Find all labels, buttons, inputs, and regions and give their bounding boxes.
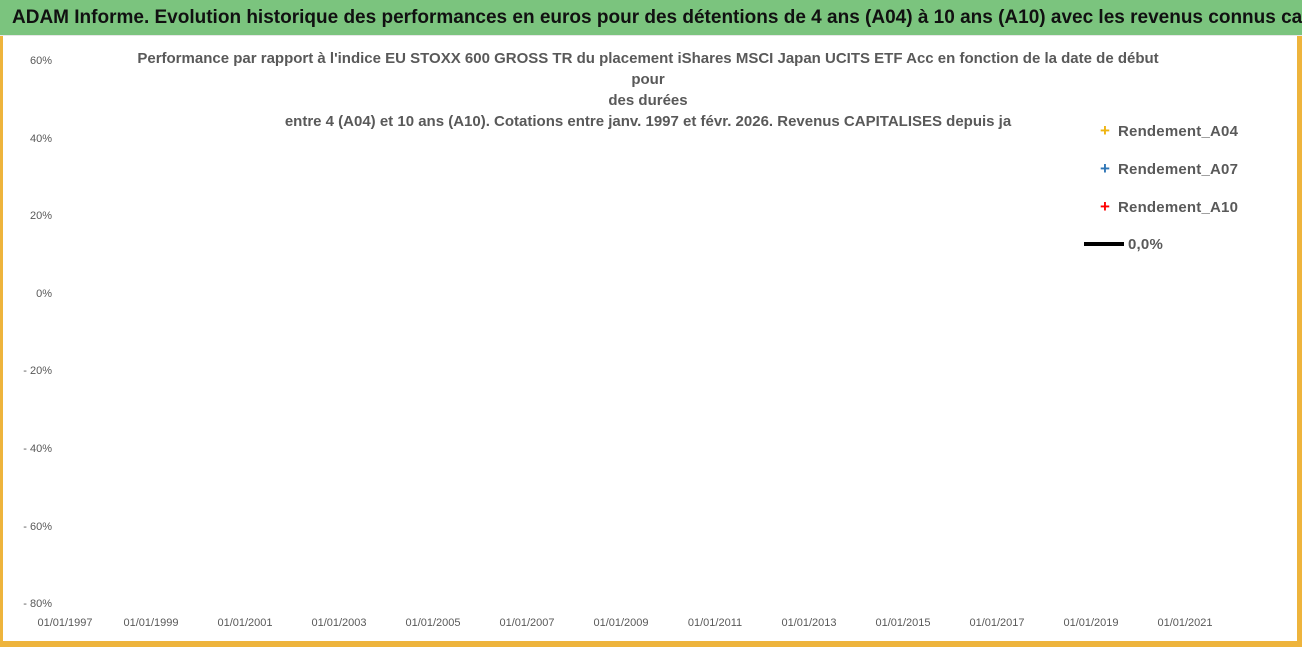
x-tick-label: 01/01/2009 [593, 617, 649, 629]
y-tick-label: 20% [29, 210, 52, 223]
legend-label: 0,0% [1128, 235, 1163, 253]
x-tick-label: 01/01/2011 [687, 617, 743, 629]
legend-item-rendement-a07[interactable]: + Rendement_A07 [1092, 156, 1239, 182]
x-tick-label: 01/01/2013 [781, 617, 837, 629]
y-tick-label: 60% [29, 55, 52, 67]
plus-marker-icon: + [1100, 159, 1110, 178]
chart-title: Performance par rapport à l'indice EU ST… [131, 48, 1165, 132]
legend-label: Rendement_A10 [1118, 198, 1239, 216]
y-tick-label: - 20% [23, 365, 52, 378]
chart-title-line3: entre 4 (A04) et 10 ans (A10). Cotations… [284, 113, 1012, 130]
chart-frame [0, 35, 1302, 647]
legend-item-0-0-[interactable]: 0,0% [1084, 231, 1163, 257]
plus-marker-icon: + [1100, 197, 1110, 216]
x-tick-label: 01/01/2003 [311, 617, 367, 629]
x-tick-label: 01/01/2017 [969, 617, 1025, 629]
x-tick-label: 01/01/2019 [1063, 617, 1119, 629]
x-tick-label: 01/01/2001 [217, 617, 273, 629]
legend-label: Rendement_A07 [1118, 160, 1239, 178]
x-tick-label: 01/01/2021 [1157, 617, 1213, 629]
x-tick-label: 01/01/1999 [123, 617, 179, 629]
page-title: ADAM Informe. Evolution historique des p… [12, 6, 1302, 28]
y-tick-label: 0% [36, 287, 52, 300]
legend-item-rendement-a04[interactable]: + Rendement_A04 [1092, 118, 1239, 144]
plus-marker-icon: + [1100, 121, 1110, 140]
y-tick-label: - 40% [23, 443, 52, 455]
x-tick-label: 01/01/2005 [405, 617, 461, 629]
zero-line-legend-swatch [1084, 242, 1124, 246]
legend-label: Rendement_A04 [1118, 122, 1239, 140]
legend-item-rendement-a10[interactable]: + Rendement_A10 [1092, 194, 1239, 220]
y-tick-label: - 80% [23, 598, 52, 611]
x-tick-label: 01/01/1997 [37, 617, 93, 629]
chart-title-line2: des durées [608, 92, 688, 109]
window-title-bar: ADAM Informe. Evolution historique des p… [0, 0, 1302, 36]
x-tick-label: 01/01/2007 [499, 617, 555, 629]
chart-title-line1: Performance par rapport à l'indice EU ST… [137, 50, 1159, 88]
y-tick-label: 40% [29, 132, 52, 145]
y-tick-label: - 60% [23, 520, 52, 533]
x-tick-label: 01/01/2015 [875, 617, 931, 629]
